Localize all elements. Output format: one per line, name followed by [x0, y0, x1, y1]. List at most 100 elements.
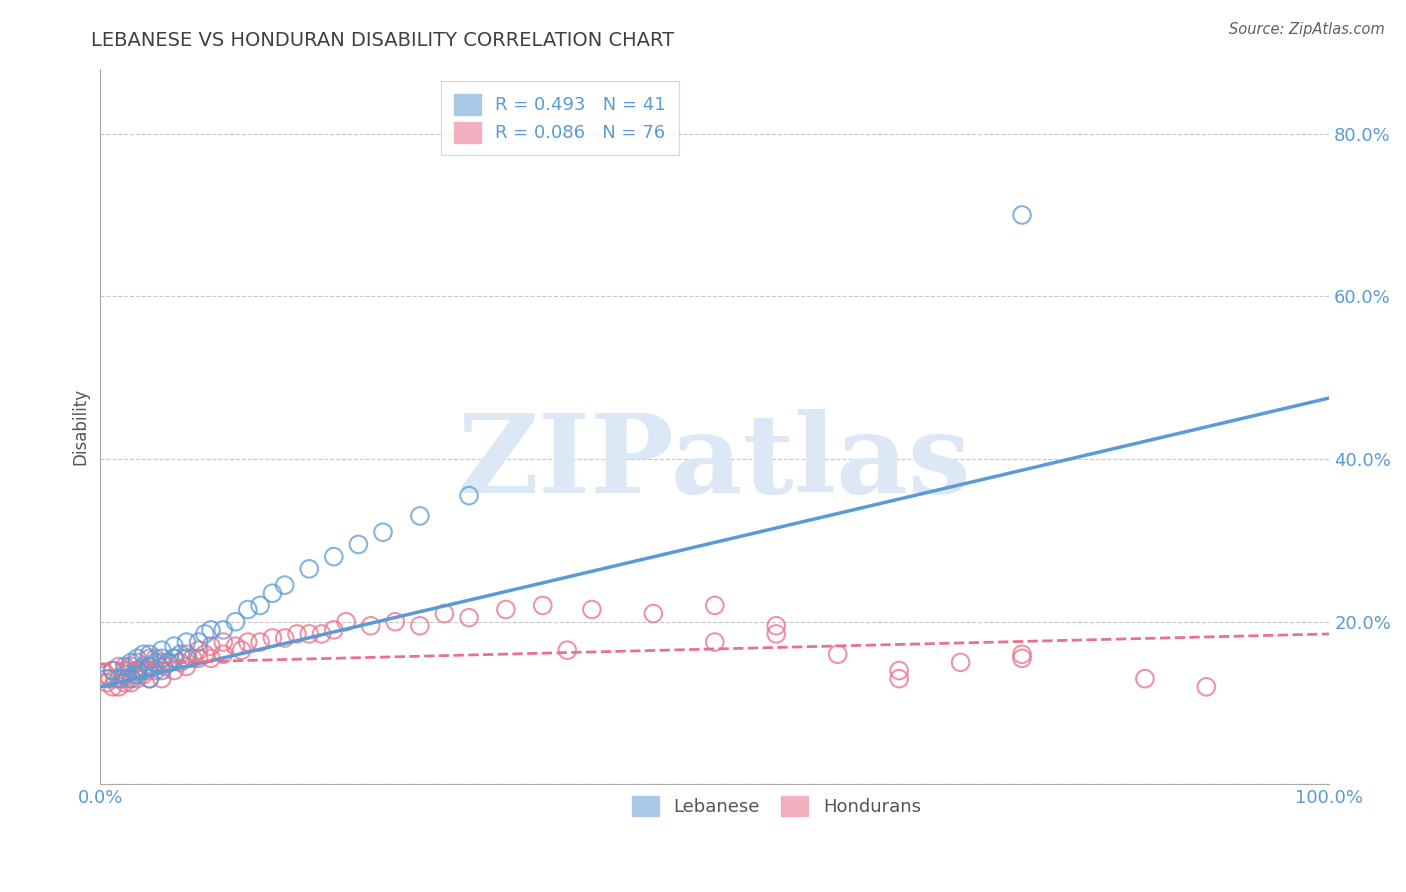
Point: [1011, 208, 1033, 222]
Point: [827, 647, 849, 661]
Point: [495, 602, 517, 616]
Point: [150, 664, 173, 678]
Point: [107, 672, 129, 686]
Point: [311, 627, 333, 641]
Point: [409, 508, 432, 523]
Point: [101, 664, 124, 678]
Point: [176, 659, 198, 673]
Point: [114, 659, 136, 673]
Point: [138, 659, 160, 673]
Point: [138, 659, 160, 673]
Point: [145, 664, 167, 678]
Point: [273, 631, 295, 645]
Point: [384, 615, 406, 629]
Text: Source: ZipAtlas.com: Source: ZipAtlas.com: [1229, 22, 1385, 37]
Point: [335, 615, 357, 629]
Point: [163, 639, 186, 653]
Point: [136, 664, 159, 678]
Point: [132, 659, 155, 673]
Point: [249, 635, 271, 649]
Point: [176, 651, 198, 665]
Point: [409, 619, 432, 633]
Point: [200, 639, 222, 653]
Point: [127, 651, 149, 665]
Point: [156, 656, 179, 670]
Point: [114, 664, 136, 678]
Point: [138, 647, 160, 661]
Point: [347, 537, 370, 551]
Point: [1011, 651, 1033, 665]
Point: [322, 623, 344, 637]
Point: [111, 672, 134, 686]
Point: [107, 680, 129, 694]
Point: [176, 635, 198, 649]
Point: [98, 672, 121, 686]
Point: [120, 672, 142, 686]
Point: [120, 659, 142, 673]
Point: [949, 656, 972, 670]
Point: [225, 615, 247, 629]
Point: [120, 656, 142, 670]
Point: [145, 656, 167, 670]
Point: [298, 562, 321, 576]
Point: [187, 651, 209, 665]
Point: [132, 667, 155, 681]
Point: [262, 586, 284, 600]
Point: [1133, 672, 1156, 686]
Point: [1011, 647, 1033, 661]
Point: [169, 647, 191, 661]
Point: [127, 664, 149, 678]
Point: [643, 607, 665, 621]
Point: [114, 667, 136, 681]
Point: [101, 664, 124, 678]
Point: [298, 627, 321, 641]
Point: [236, 635, 259, 649]
Point: [225, 639, 247, 653]
Point: [169, 656, 191, 670]
Point: [703, 599, 725, 613]
Point: [127, 664, 149, 678]
Point: [531, 599, 554, 613]
Point: [145, 651, 167, 665]
Point: [96, 675, 118, 690]
Point: [581, 602, 603, 616]
Point: [163, 651, 186, 665]
Point: [138, 672, 160, 686]
Point: [458, 610, 481, 624]
Point: [765, 627, 787, 641]
Point: [96, 672, 118, 686]
Point: [285, 627, 308, 641]
Legend: Lebanese, Hondurans: Lebanese, Hondurans: [623, 787, 929, 825]
Point: [132, 647, 155, 661]
Point: [127, 656, 149, 670]
Point: [96, 667, 118, 681]
Point: [231, 643, 253, 657]
Point: [176, 647, 198, 661]
Point: [212, 623, 235, 637]
Point: [200, 651, 222, 665]
Point: [458, 489, 481, 503]
Point: [371, 525, 394, 540]
Point: [1195, 680, 1218, 694]
Point: [150, 672, 173, 686]
Point: [187, 635, 209, 649]
Point: [124, 667, 146, 681]
Text: LEBANESE VS HONDURAN DISABILITY CORRELATION CHART: LEBANESE VS HONDURAN DISABILITY CORRELAT…: [91, 31, 675, 50]
Point: [153, 659, 176, 673]
Point: [138, 651, 160, 665]
Point: [163, 664, 186, 678]
Point: [194, 647, 217, 661]
Point: [703, 635, 725, 649]
Point: [138, 672, 160, 686]
Point: [433, 607, 456, 621]
Point: [181, 651, 204, 665]
Point: [150, 643, 173, 657]
Point: [127, 672, 149, 686]
Point: [101, 680, 124, 694]
Point: [187, 643, 209, 657]
Point: [194, 627, 217, 641]
Point: [889, 672, 911, 686]
Point: [273, 578, 295, 592]
Point: [557, 643, 579, 657]
Point: [150, 651, 173, 665]
